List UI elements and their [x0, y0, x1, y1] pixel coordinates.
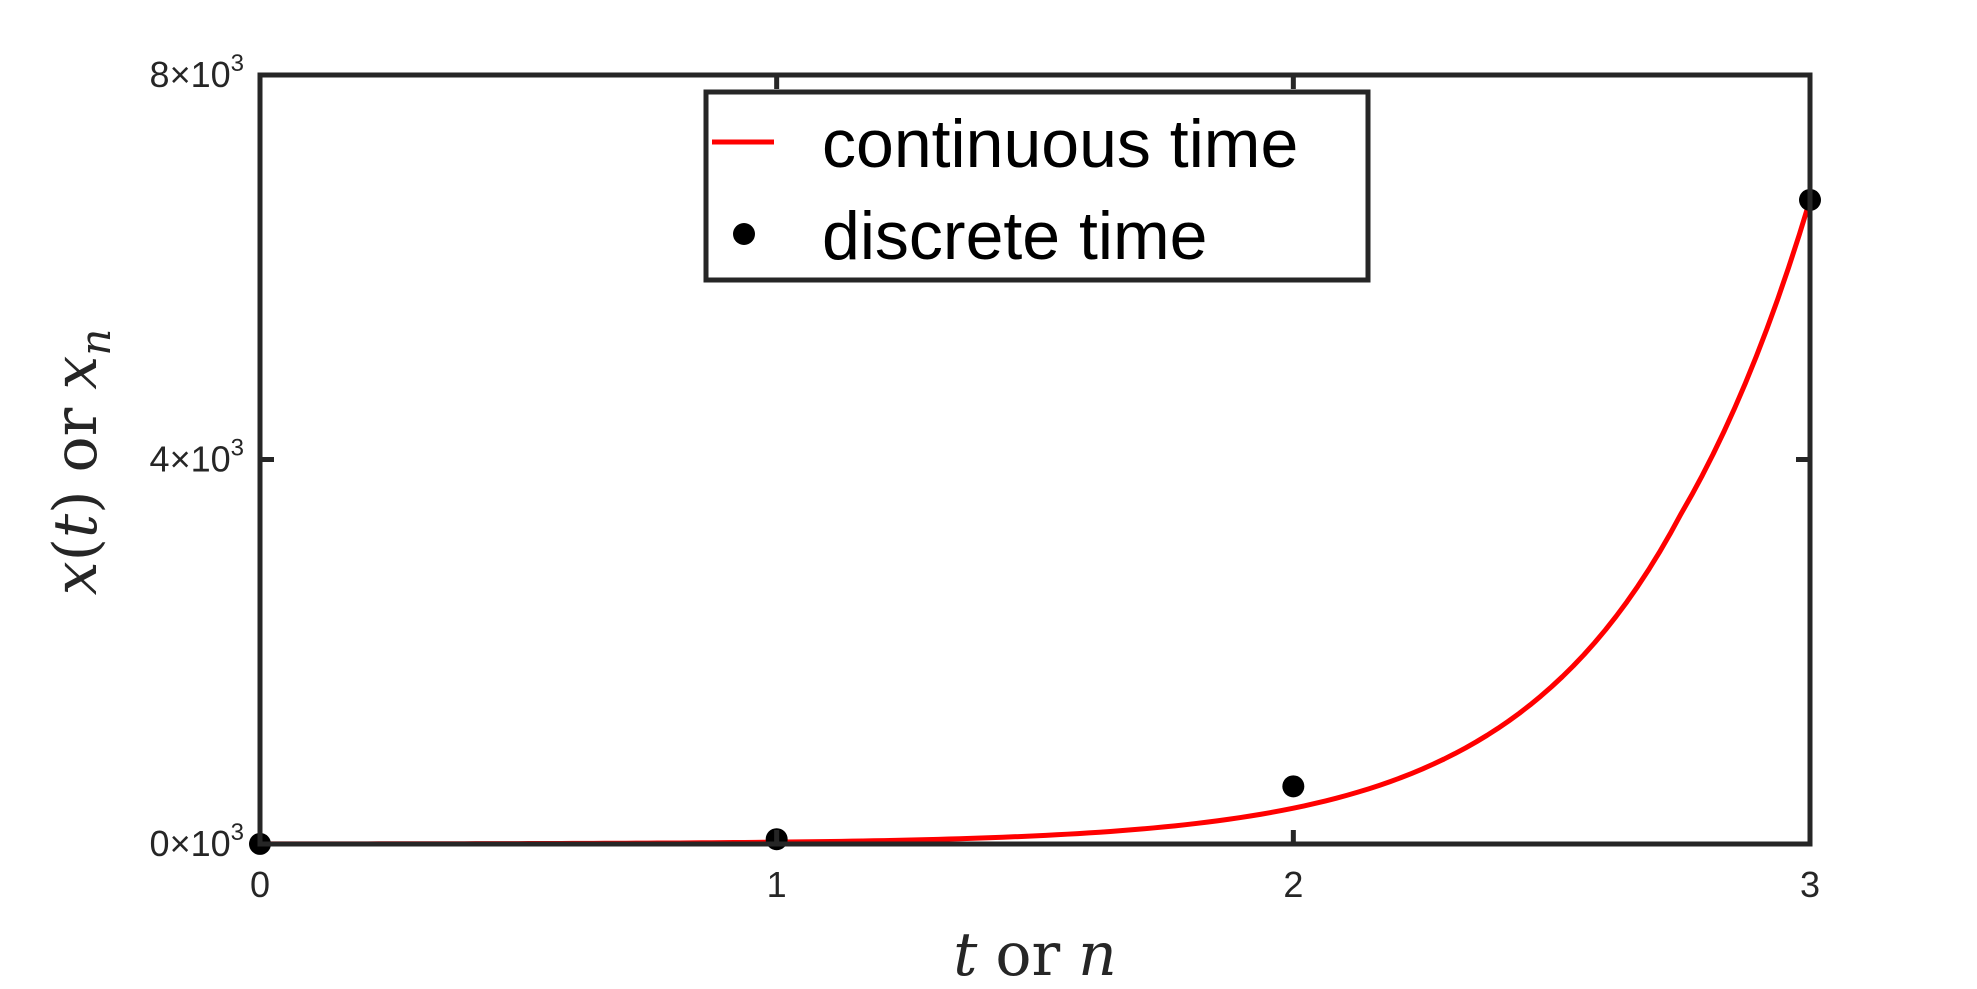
y-axis-label-open-paren: ( — [41, 538, 111, 561]
axes-box — [257, 72, 1813, 847]
y-axis-label-arg: t — [41, 513, 111, 538]
legend: continuous time discrete time — [703, 89, 1371, 283]
data-point-discrete-time-2 — [1282, 775, 1305, 798]
y-tick-label-1: 4×103 — [150, 435, 244, 480]
y-axis-label-close-paren: ) — [41, 490, 111, 513]
y-axis-label-subscript: n — [71, 329, 120, 356]
legend-box — [703, 89, 1371, 283]
legend-swatch-discrete-time — [733, 223, 755, 245]
x-axis-label-var2: n — [1078, 920, 1117, 989]
x-tick-label-0: 0 — [250, 864, 270, 905]
y-tick-label-2: 8×103 — [150, 50, 244, 95]
y-axis-label-var: x — [41, 356, 111, 390]
x-tick-label-1: 1 — [767, 864, 787, 905]
x-tick-label-2: 2 — [1283, 864, 1303, 905]
x-axis-label: t or n — [953, 920, 1117, 989]
y-axis-label-func: x — [41, 561, 111, 595]
legend-label-discrete-time: discrete time — [822, 198, 1207, 274]
y-tick-label-0: 0×103 — [150, 819, 244, 864]
legend-label-continuous-time: continuous time — [822, 106, 1298, 182]
x-tick-label-3: 3 — [1800, 864, 1820, 905]
x-axis-label-var1: t — [953, 920, 978, 989]
y-axis-label-conj: or — [41, 407, 111, 472]
x-axis-label-conj: or — [995, 920, 1060, 989]
y-axis-label: x(t)orxn — [41, 329, 120, 596]
